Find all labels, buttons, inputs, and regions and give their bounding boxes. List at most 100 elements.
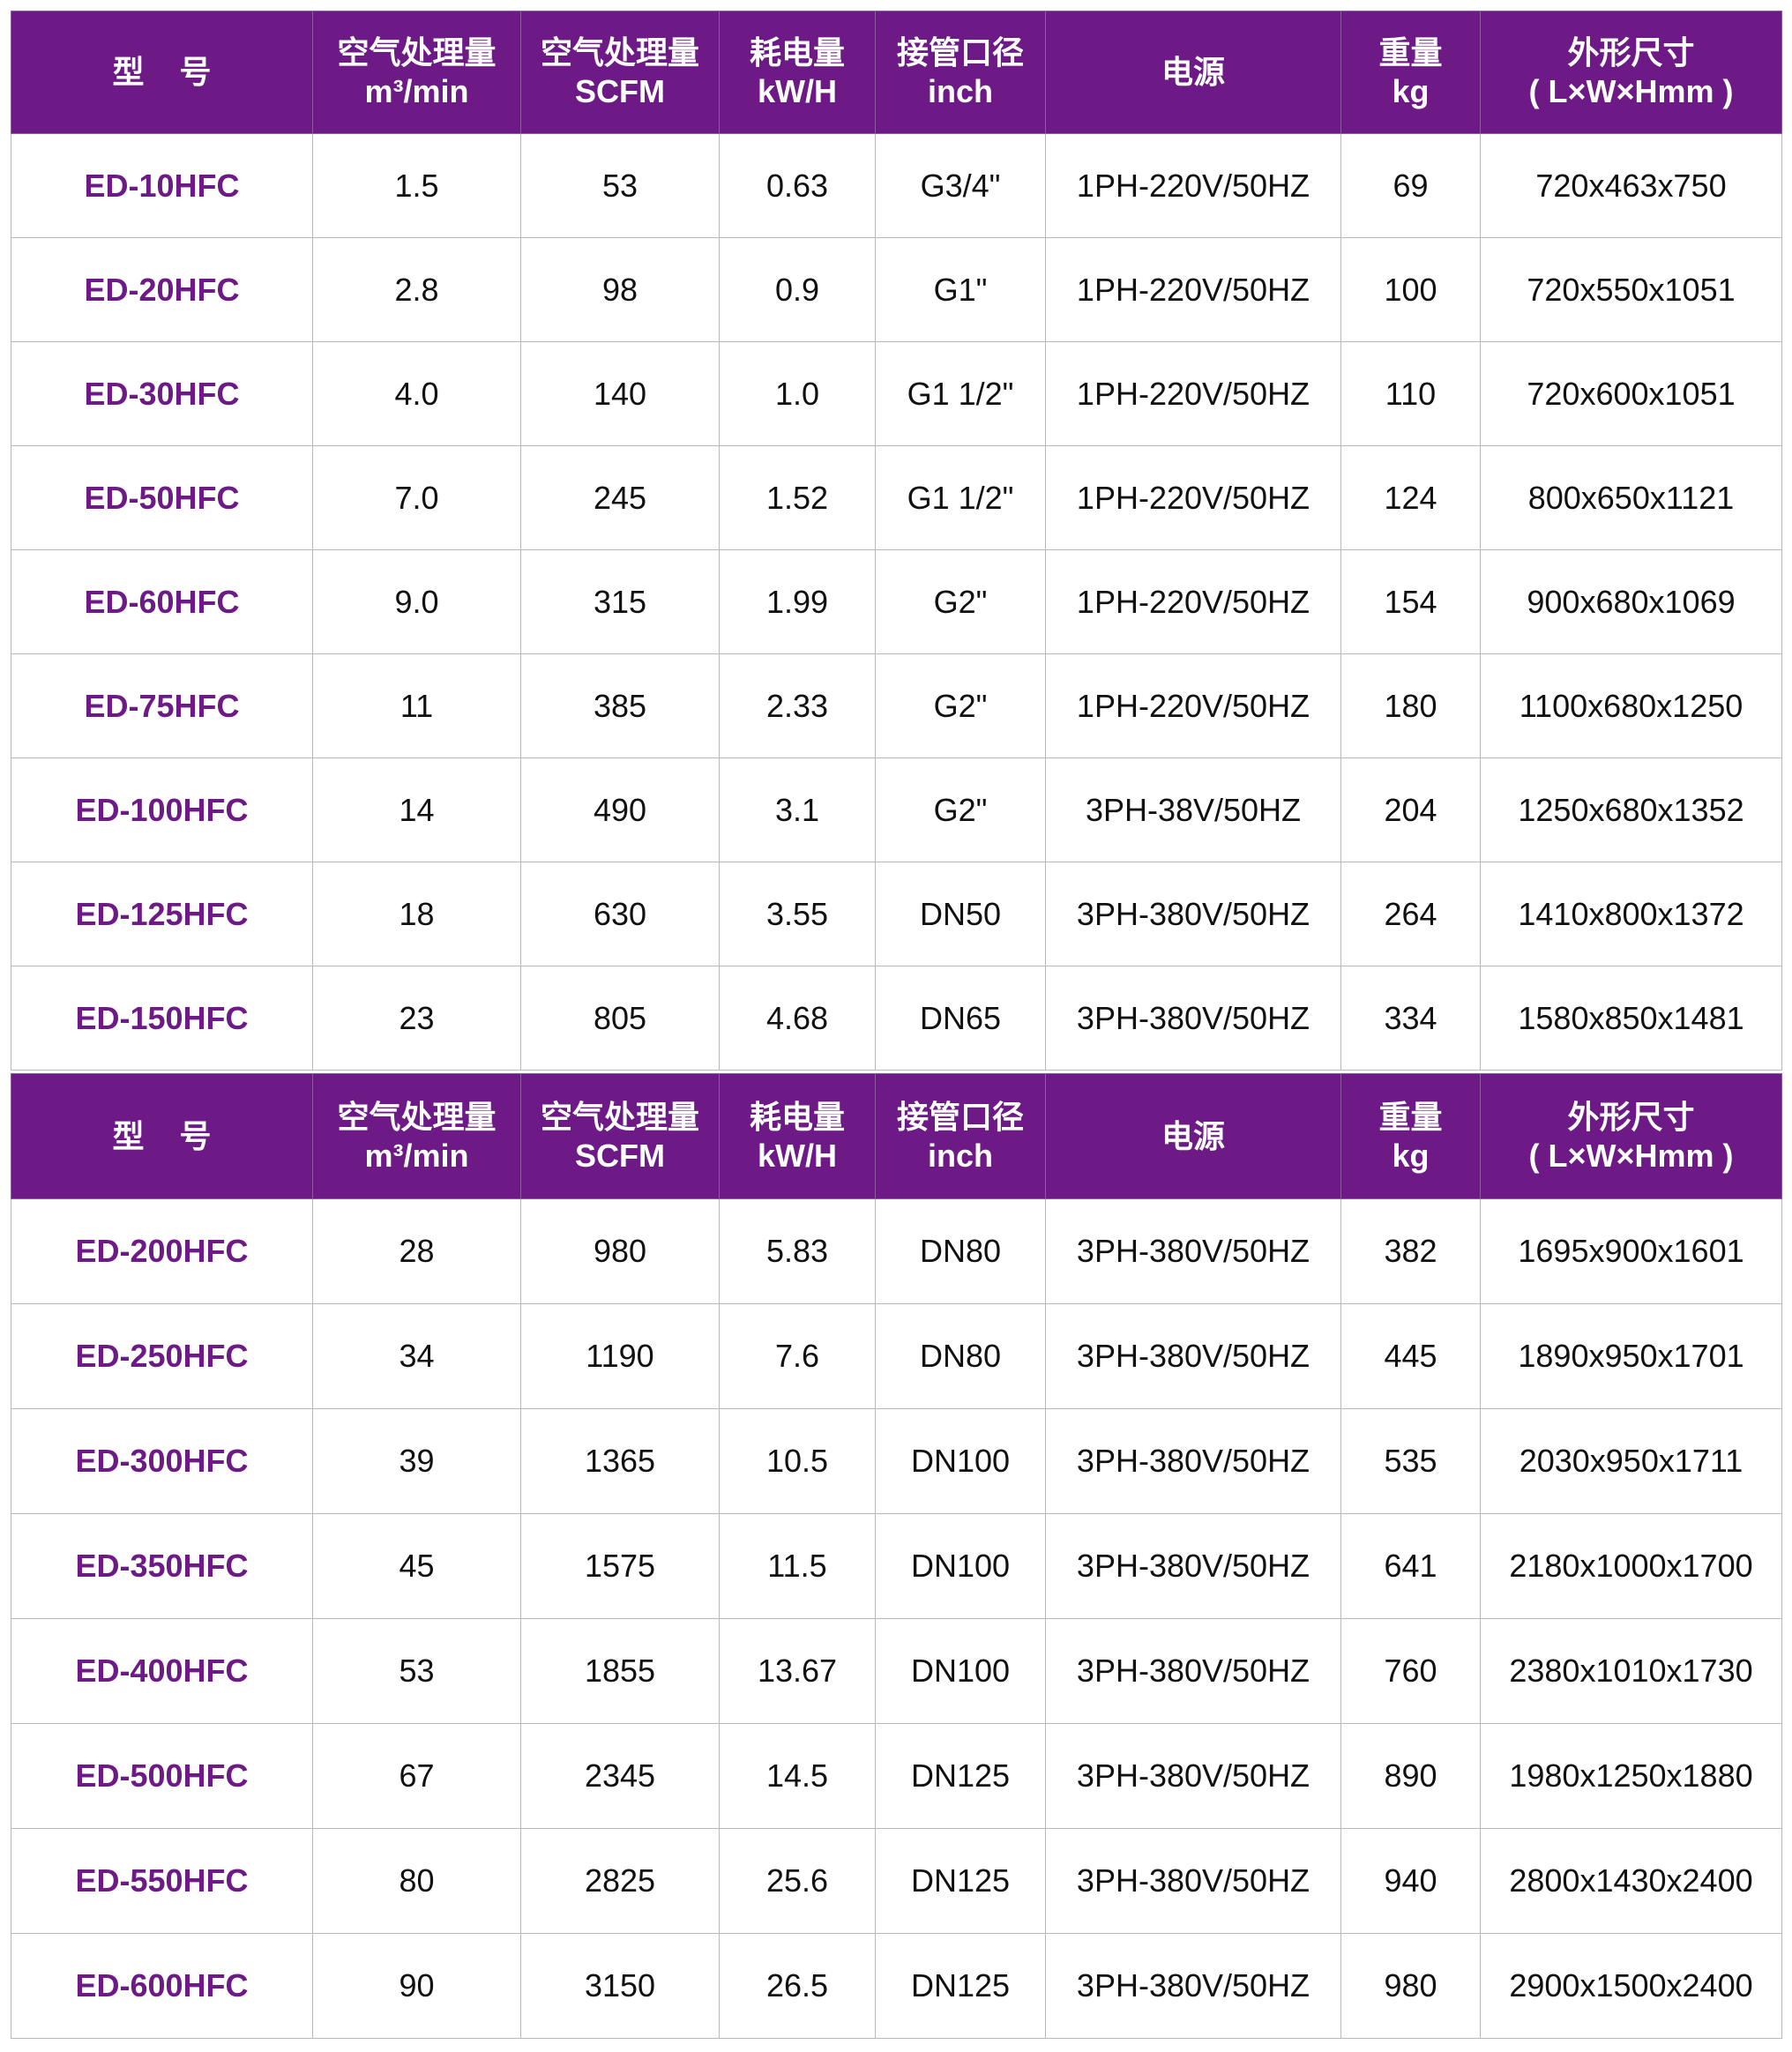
cell-weight: 69 (1340, 133, 1481, 238)
cell-power-supply: 1PH-220V/50HZ (1045, 133, 1341, 238)
table-row: ED-10HFC 1.5 53 0.63 G3/4" 1PH-220V/50HZ 69 720… (11, 133, 1782, 238)
cell-flow-m3min: 28 (312, 1198, 521, 1304)
cell-power-consumption: 4.68 (719, 966, 876, 1071)
cell-power-supply: 3PH-380V/50HZ (1045, 966, 1341, 1071)
table-row: ED-200HFC 28 980 5.83 DN80 3PH-380V/50HZ 382 16… (11, 1198, 1782, 1304)
cell-dimensions: 1580x850x1481 (1480, 966, 1782, 1071)
cell-weight: 124 (1340, 445, 1481, 550)
header-unit: inch (927, 73, 993, 109)
cell-model: ED-10HFC (11, 133, 313, 238)
cell-power-supply: 1PH-220V/50HZ (1045, 653, 1341, 758)
cell-pipe-size: G1 1/2" (875, 341, 1046, 446)
cell-power-supply: 3PH-380V/50HZ (1045, 1198, 1341, 1304)
header-flow-m3min: 空气处理量 m³/min (312, 1073, 521, 1199)
cell-flow-scfm: 2825 (520, 1828, 720, 1934)
cell-pipe-size: DN80 (875, 1303, 1046, 1409)
cell-weight: 641 (1340, 1513, 1481, 1619)
cell-flow-scfm: 490 (520, 757, 720, 862)
header-unit: m³/min (364, 1137, 469, 1174)
header-unit: SCFM (575, 1137, 665, 1174)
cell-weight: 264 (1340, 862, 1481, 966)
header-label: 接管口径 (896, 1098, 1024, 1135)
cell-power-consumption: 1.99 (719, 549, 876, 654)
table-row: ED-100HFC 14 490 3.1 G2" 3PH-38V/50HZ 204 1250x… (11, 757, 1782, 862)
cell-power-consumption: 26.5 (719, 1933, 876, 2039)
header-label: 空气处理量 (337, 1098, 497, 1135)
table-row: ED-250HFC 34 1190 7.6 DN80 3PH-380V/50HZ 445 18… (11, 1303, 1782, 1409)
header-pipe-size: 接管口径 inch (875, 11, 1046, 134)
header-label: 型号 (112, 54, 247, 90)
table-row: ED-30HFC 4.0 140 1.0 G1 1/2" 1PH-220V/50HZ 110… (11, 341, 1782, 446)
header-label: 空气处理量 (337, 34, 497, 71)
cell-weight: 154 (1340, 549, 1481, 654)
table-row: ED-600HFC 90 3150 26.5 DN125 3PH-380V/50HZ 980… (11, 1933, 1782, 2039)
cell-weight: 890 (1340, 1723, 1481, 1829)
cell-flow-m3min: 90 (312, 1933, 521, 2039)
cell-pipe-size: G1" (875, 237, 1046, 342)
cell-flow-m3min: 4.0 (312, 341, 521, 446)
header-unit: kg (1392, 73, 1430, 109)
header-unit: inch (927, 1137, 993, 1174)
cell-flow-scfm: 53 (520, 133, 720, 238)
cell-flow-scfm: 1365 (520, 1408, 720, 1514)
table-row: ED-150HFC 23 805 4.68 DN65 3PH-380V/50HZ 334 15… (11, 966, 1782, 1071)
header-row: 型号 空气处理量 m³/min 空气处理量 SCFM 耗电量 kW/H 接管口径 inch 电源重… (11, 11, 1782, 134)
cell-power-consumption: 1.52 (719, 445, 876, 550)
header-power-consumption: 耗电量 kW/H (719, 11, 876, 134)
cell-model: ED-150HFC (11, 966, 313, 1071)
cell-power-supply: 3PH-380V/50HZ (1045, 1618, 1341, 1724)
cell-flow-m3min: 45 (312, 1513, 521, 1619)
cell-pipe-size: DN125 (875, 1933, 1046, 2039)
cell-power-consumption: 11.5 (719, 1513, 876, 1619)
cell-flow-m3min: 2.8 (312, 237, 521, 342)
cell-model: ED-250HFC (11, 1303, 313, 1409)
cell-pipe-size: DN125 (875, 1828, 1046, 1934)
cell-dimensions: 720x463x750 (1480, 133, 1782, 238)
table-row: ED-550HFC 80 2825 25.6 DN125 3PH-380V/50HZ 940… (11, 1828, 1782, 1934)
cell-dimensions: 1695x900x1601 (1480, 1198, 1782, 1304)
cell-model: ED-30HFC (11, 341, 313, 446)
header-unit: kW/H (758, 73, 837, 109)
header-flow-m3min: 空气处理量 m³/min (312, 11, 521, 134)
cell-dimensions: 2380x1010x1730 (1480, 1618, 1782, 1724)
cell-pipe-size: DN100 (875, 1408, 1046, 1514)
header-weight: 重量 kg (1340, 1073, 1481, 1199)
table-row: ED-350HFC 45 1575 11.5 DN100 3PH-380V/50HZ 641… (11, 1513, 1782, 1619)
cell-model: ED-400HFC (11, 1618, 313, 1724)
header-label: 重量 (1378, 34, 1443, 71)
header-label: 电源 (1161, 1117, 1225, 1154)
cell-weight: 980 (1340, 1933, 1481, 2039)
header-pipe-size: 接管口径 inch (875, 1073, 1046, 1199)
cell-pipe-size: DN100 (875, 1618, 1046, 1724)
cell-dimensions: 2180x1000x1700 (1480, 1513, 1782, 1619)
cell-flow-scfm: 630 (520, 862, 720, 966)
cell-flow-m3min: 1.5 (312, 133, 521, 238)
cell-flow-m3min: 11 (312, 653, 521, 758)
cell-weight: 204 (1340, 757, 1481, 862)
cell-power-consumption: 14.5 (719, 1723, 876, 1829)
cell-pipe-size: G1 1/2" (875, 445, 1046, 550)
cell-flow-scfm: 1855 (520, 1618, 720, 1724)
cell-flow-m3min: 18 (312, 862, 521, 966)
cell-weight: 100 (1340, 237, 1481, 342)
cell-model: ED-75HFC (11, 653, 313, 758)
cell-power-consumption: 13.67 (719, 1618, 876, 1724)
table-row: ED-50HFC 7.0 245 1.52 G1 1/2" 1PH-220V/50HZ 12… (11, 445, 1782, 550)
cell-power-supply: 3PH-380V/50HZ (1045, 1303, 1341, 1409)
table-row: ED-125HFC 18 630 3.55 DN50 3PH-380V/50HZ 264 14… (11, 862, 1782, 966)
header-label: 耗电量 (749, 1098, 845, 1135)
header-dimensions: 外形尺寸( L×W×Hmm ) (1480, 1073, 1782, 1199)
header-unit: ( L×W×Hmm ) (1528, 73, 1734, 109)
header-label: 耗电量 (749, 34, 845, 71)
cell-model: ED-200HFC (11, 1198, 313, 1304)
cell-power-supply: 1PH-220V/50HZ (1045, 237, 1341, 342)
cell-dimensions: 1100x680x1250 (1480, 653, 1782, 758)
cell-power-consumption: 10.5 (719, 1408, 876, 1514)
cell-dimensions: 1410x800x1372 (1480, 862, 1782, 966)
cell-power-consumption: 3.55 (719, 862, 876, 966)
cell-pipe-size: DN100 (875, 1513, 1046, 1619)
cell-dimensions: 1980x1250x1880 (1480, 1723, 1782, 1829)
cell-power-supply: 3PH-380V/50HZ (1045, 1408, 1341, 1514)
cell-flow-scfm: 980 (520, 1198, 720, 1304)
cell-flow-scfm: 1190 (520, 1303, 720, 1409)
